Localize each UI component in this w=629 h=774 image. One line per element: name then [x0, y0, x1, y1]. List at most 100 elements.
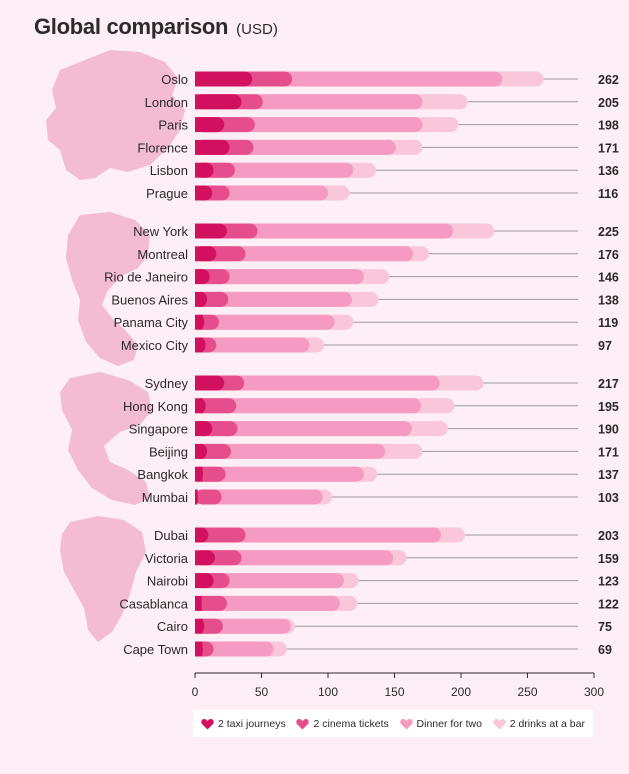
bar-segment-dinner-for-two	[195, 466, 364, 482]
total-value-label: 171	[598, 445, 619, 459]
total-value-label: 217	[598, 377, 619, 391]
legend-label: 2 cinema tickets	[313, 717, 389, 730]
legend-item-2-cinema-tickets: 2 cinema tickets	[296, 717, 389, 730]
bar-row-new-york: New York 225	[133, 223, 619, 239]
x-tick-label: 50	[255, 685, 269, 699]
bar-row-dubai: Dubai 203	[154, 527, 619, 543]
bar-row-lisbon: Lisbon 136	[150, 162, 619, 178]
bar-segment-start-cap	[195, 337, 203, 353]
bar-row-oslo: Oslo 262	[161, 71, 619, 87]
city-label: Victoria	[145, 551, 189, 566]
bar-segment-dinner-for-two	[195, 375, 440, 391]
bar-segment-dinner-for-two	[195, 337, 310, 353]
bar-row-prague: Prague 116	[146, 185, 618, 201]
total-value-label: 176	[598, 248, 619, 262]
total-value-label: 123	[598, 575, 619, 589]
heart-icon	[201, 718, 214, 729]
bar-row-casablanca: Casablanca 122	[119, 595, 619, 611]
x-tick-label: 250	[517, 685, 537, 699]
bar-segment-2-cinema-tickets	[195, 595, 227, 611]
bar-segment-dinner-for-two	[195, 246, 414, 262]
city-label: London	[145, 95, 188, 110]
city-label: Mexico City	[121, 338, 189, 353]
x-tick-label: 150	[384, 685, 404, 699]
x-tick-label: 200	[451, 685, 471, 699]
europe-map-silhouette	[46, 50, 185, 180]
bar-segment-start-cap	[195, 641, 203, 657]
bar-row-mumbai: Mumbai 103	[142, 489, 619, 505]
bar-segment-dinner-for-two	[195, 269, 364, 285]
total-value-label: 159	[598, 552, 619, 566]
x-tick-label: 100	[318, 685, 338, 699]
city-label: Cape Town	[123, 642, 188, 657]
city-label: Panama City	[114, 315, 189, 330]
bar-segment-dinner-for-two	[195, 595, 340, 611]
bar-segment-start-cap	[195, 375, 203, 391]
bar-segment-dinner-for-two	[195, 443, 386, 459]
bar-row-bangkok: Bangkok 137	[137, 466, 619, 482]
bar-segment-2-taxi-journeys	[195, 139, 230, 155]
total-value-label: 136	[598, 164, 619, 178]
bar-segment-start-cap	[195, 573, 203, 589]
legend-label: 2 drinks at a bar	[509, 717, 585, 730]
x-axis: 0 50 100 150 200 250 300	[192, 672, 604, 699]
bar-segment-2-taxi-journeys	[195, 223, 227, 239]
total-value-label: 69	[598, 643, 612, 657]
bar-segment-dinner-for-two	[195, 527, 442, 543]
bar-segment-start-cap	[195, 139, 203, 155]
chart-title: Global comparison	[34, 14, 229, 39]
heart-icon	[399, 718, 413, 729]
bar-segment-dinner-for-two	[195, 421, 412, 437]
total-value-label: 103	[598, 491, 619, 505]
bar-segment-start-cap	[195, 223, 203, 239]
world-map-backdrop	[46, 50, 185, 642]
heart-icon	[296, 718, 310, 729]
bar-row-buenos-aires: Buenos Aires 138	[111, 291, 619, 307]
bar-row-hong-kong: Hong Kong 195	[123, 398, 619, 414]
total-value-label: 122	[598, 597, 619, 611]
chart-subtitle: (USD)	[236, 21, 278, 38]
bar-segment-dinner-for-two	[195, 291, 352, 307]
bar-segment-2-cinema-tickets	[195, 466, 226, 482]
bar-segment-start-cap	[195, 246, 203, 262]
city-label: Montreal	[137, 247, 188, 262]
total-value-label: 116	[598, 187, 618, 201]
stacked-bar-chart: Oslo 262 London 205 Paris 198 Florence 171 Lisbo…	[46, 50, 619, 699]
bar-row-singapore: Singapore 190	[129, 421, 619, 437]
bar-segment-start-cap	[195, 185, 203, 201]
bar-segment-2-cinema-tickets	[195, 527, 246, 543]
city-label: Oslo	[161, 72, 188, 87]
city-label: Buenos Aires	[111, 292, 188, 307]
bar-row-rio-de-janeiro: Rio de Janeiro 146	[104, 269, 619, 285]
asia-pacific-map-silhouette	[60, 372, 152, 505]
bar-row-mexico-city: Mexico City 97	[121, 337, 612, 353]
total-value-label: 262	[598, 73, 619, 87]
bar-segment-start-cap	[195, 595, 202, 611]
bar-segment-dinner-for-two	[195, 314, 335, 330]
city-label: Nairobi	[147, 574, 188, 589]
africa-map-silhouette	[60, 516, 146, 642]
bar-segment-start-cap	[195, 618, 203, 634]
bar-row-nairobi: Nairobi 123	[147, 573, 619, 589]
bar-row-sydney: Sydney 217	[145, 375, 619, 391]
city-label: Lisbon	[150, 163, 188, 178]
city-label: New York	[133, 224, 188, 239]
total-value-label: 195	[598, 400, 619, 414]
city-label: Sydney	[145, 376, 189, 391]
bar-segment-2-cinema-tickets	[195, 398, 237, 414]
city-label: Mumbai	[142, 490, 188, 505]
bar-segment-2-taxi-journeys	[195, 71, 253, 87]
city-label: Paris	[158, 118, 188, 133]
total-value-label: 75	[598, 620, 612, 634]
total-value-label: 137	[598, 468, 619, 482]
city-label: Cairo	[157, 619, 188, 634]
bar-segment-start-cap	[195, 162, 203, 178]
city-label: Beijing	[149, 444, 188, 459]
chart-title-row: Global comparison (USD)	[34, 14, 278, 40]
bar-segment-start-cap	[195, 550, 203, 566]
bar-segment-dinner-for-two	[195, 398, 422, 414]
total-value-label: 205	[598, 96, 619, 110]
bar-segment-dinner-for-two	[195, 223, 454, 239]
bar-row-paris: Paris 198	[158, 117, 619, 133]
legend-item-2-taxi-journeys: 2 taxi journeys	[201, 718, 286, 730]
